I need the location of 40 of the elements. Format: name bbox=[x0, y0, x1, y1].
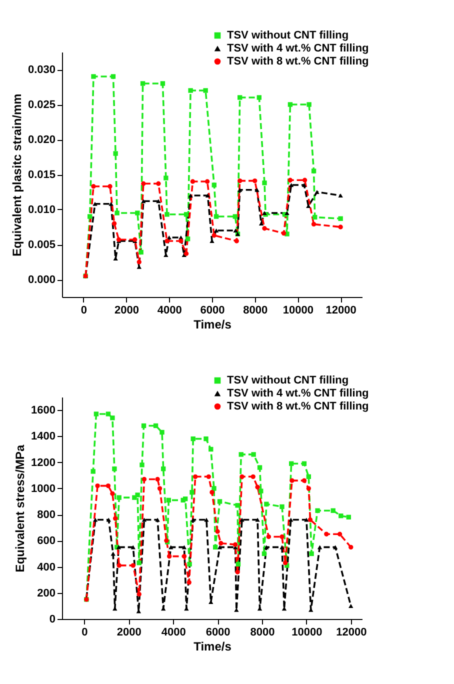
x-tick-label: 10000 bbox=[292, 626, 322, 638]
x-tick-label: 8000 bbox=[243, 304, 268, 316]
y-tick-label: 1000 bbox=[31, 482, 56, 495]
legend-label: TSV with 4 wt.% CNT filling bbox=[227, 42, 369, 54]
x-tick-label: 0 bbox=[80, 304, 87, 316]
x-tick-label: 8000 bbox=[250, 626, 275, 638]
y-tick-label: 0.000 bbox=[28, 274, 56, 286]
x-tick-label: 2000 bbox=[114, 304, 140, 316]
y-tick-label: 400 bbox=[37, 561, 56, 574]
x-tick-label: 2000 bbox=[116, 626, 142, 638]
y-tick-label: 0.010 bbox=[28, 204, 56, 216]
x-tick-label: 6000 bbox=[200, 304, 225, 316]
legend-label: TSV with 4 wt.% CNT filling bbox=[227, 388, 369, 400]
x-tick-label: 6000 bbox=[206, 626, 230, 638]
y-tick-label: 0.030 bbox=[28, 64, 56, 76]
legend-label: TSV with 8 wt.% CNT filling bbox=[227, 56, 369, 68]
y-tick-label: 0.005 bbox=[28, 239, 56, 251]
y-tick-label: 0.020 bbox=[28, 134, 56, 146]
y-tick-label: 0 bbox=[49, 614, 56, 626]
x-axis-title: Time/s bbox=[194, 640, 232, 654]
x-tick-label: 10000 bbox=[282, 304, 314, 316]
legend-label: TSV without CNT filling bbox=[227, 374, 349, 386]
legend-label: TSV with 8 wt.% CNT filling bbox=[227, 400, 369, 412]
y-tick-label: 800 bbox=[37, 509, 56, 522]
x-tick-label: 12000 bbox=[336, 626, 367, 638]
legend-label: TSV without CNT filling bbox=[227, 30, 349, 42]
y-tick-label: 0.015 bbox=[28, 169, 56, 181]
y-tick-label: 600 bbox=[37, 535, 56, 548]
x-tick-label: 4000 bbox=[157, 304, 182, 316]
y-tick-label: 0.025 bbox=[28, 99, 56, 111]
y-tick-label: 200 bbox=[37, 587, 56, 600]
y-tick-label: 1200 bbox=[31, 456, 56, 469]
x-axis-title: Time/s bbox=[194, 318, 232, 332]
y-tick-label: 1600 bbox=[31, 404, 56, 417]
y-tick-label: 1400 bbox=[31, 430, 56, 443]
y-axis-title: Equivalent plasitc strain/mm bbox=[10, 94, 24, 256]
x-tick-label: 12000 bbox=[326, 304, 356, 316]
x-tick-label: 0 bbox=[82, 626, 88, 638]
x-tick-label: 4000 bbox=[161, 626, 186, 638]
y-axis-title: Equivalent stress/MPa bbox=[13, 444, 28, 572]
